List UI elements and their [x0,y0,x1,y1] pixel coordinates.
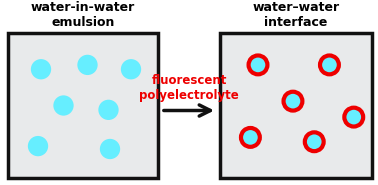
Bar [220,33,372,178]
Circle shape [31,59,51,79]
Circle shape [305,132,324,151]
Circle shape [28,136,48,156]
Circle shape [121,59,141,79]
Circle shape [100,139,120,159]
Circle shape [344,108,363,127]
Text: water-in-water
emulsion: water-in-water emulsion [31,1,135,29]
Circle shape [284,92,302,111]
Circle shape [77,55,98,75]
Circle shape [53,95,74,116]
Bar [8,33,158,178]
Circle shape [98,100,119,120]
Circle shape [241,128,260,147]
Text: fluorescent
polyelectrolyte: fluorescent polyelectrolyte [139,75,239,102]
Circle shape [249,56,267,74]
Circle shape [320,56,339,74]
Text: adsorption at
water–water
interface: adsorption at water–water interface [249,0,343,29]
